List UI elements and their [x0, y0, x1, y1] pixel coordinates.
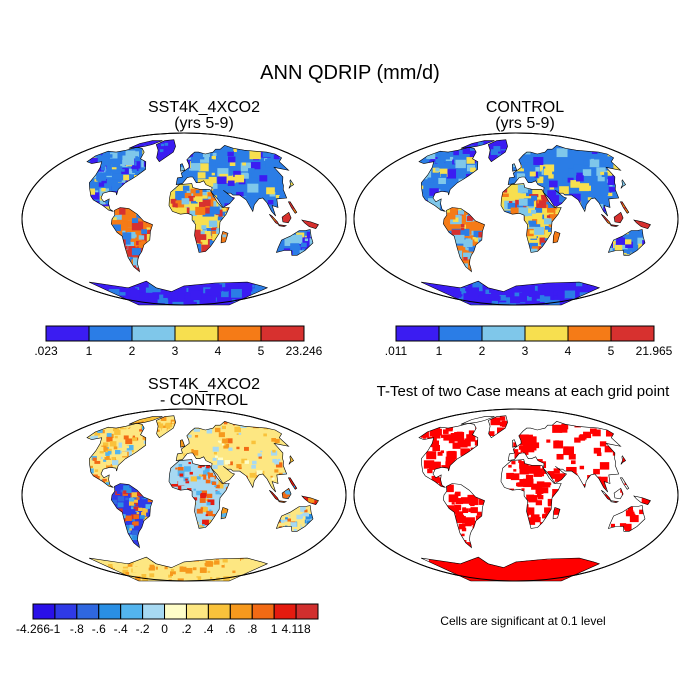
map-ocean-outline [353, 132, 679, 306]
colorbar-label: -1 [50, 622, 61, 636]
colorbar-swatch [120, 603, 144, 620]
colorbar-label: 1 [271, 622, 278, 636]
colorbar-label: 23.246 [286, 344, 323, 358]
colorbar-case: .023 1 2 3 4 5 23.246 [34, 325, 323, 358]
landmass-gl [156, 415, 176, 438]
colorbar-swatch [610, 325, 655, 342]
colorbar-label: 3 [522, 344, 529, 358]
map-ocean-outline [21, 132, 347, 306]
colorbar-swatch [207, 603, 231, 620]
colorbar-label: 2 [129, 344, 136, 358]
colorbar-swatch [131, 325, 176, 342]
colorbar-diff: -4.266 -1 -.8 -.6 -.4 -.2 0 .2 .4 .6 .8 1 4.118 [16, 603, 319, 636]
colorbar-swatch [273, 603, 297, 620]
map-ocean-outline [21, 408, 347, 582]
map-ocean-outline [21, 408, 347, 582]
colorbar-swatch [260, 325, 305, 342]
colorbar-control: .011 1 2 3 4 5 21.965 [385, 325, 673, 358]
colorbar-swatch [32, 603, 56, 620]
map-ocean-outline [353, 408, 679, 582]
colorbar-swatch [438, 325, 483, 342]
map-case [21, 132, 347, 306]
colorbar-swatch [251, 603, 275, 620]
panel-title-control-line1: CONTROL [485, 99, 565, 116]
map-ocean-outline [353, 132, 679, 306]
colorbar-label: -4.266 [16, 622, 50, 636]
colorbar-swatch [164, 603, 187, 620]
colorbar-label: .6 [225, 622, 235, 636]
colorbar-swatch [481, 325, 526, 342]
colorbar-label: 4.118 [282, 622, 311, 636]
panel-title-control-line2: (yrs 5-9) [495, 115, 555, 132]
colorbar-label: 5 [608, 344, 615, 358]
panel-title-ttest: T-Test of two Case means at each grid po… [376, 383, 670, 400]
colorbar-label: 3 [172, 344, 179, 358]
colorbar-label: .4 [203, 622, 213, 636]
panel-title-case-line2: (yrs 5-9) [174, 115, 234, 132]
colorbar-swatch [98, 603, 122, 620]
landmass-au [608, 505, 645, 532]
colorbar-label: .023 [34, 344, 58, 358]
colorbar-swatch [88, 325, 133, 342]
map-ocean-outline [21, 132, 347, 306]
colorbar-swatch [174, 325, 219, 342]
panel-title-diff-line2: - CONTROL [160, 392, 248, 409]
colorbar-swatch [76, 603, 100, 620]
colorbar-label: -.4 [114, 622, 128, 636]
significance-note: Cells are significant at 0.1 level [440, 614, 606, 628]
colorbar-label: -.2 [136, 622, 150, 636]
panel-title-diff: SST4K_4XCO2 - CONTROL [44, 377, 364, 409]
colorbar-label: -.8 [70, 622, 84, 636]
colorbar-swatch [229, 603, 253, 620]
colorbar-swatch [217, 325, 262, 342]
map-ttest [353, 408, 679, 582]
colorbar-label: 4 [565, 344, 572, 358]
colorbar-swatch [395, 325, 440, 342]
colorbar-swatch [567, 325, 612, 342]
panel-title-control: CONTROL (yrs 5-9) [365, 100, 685, 132]
colorbar-swatch [185, 603, 209, 620]
colorbar-label: 5 [258, 344, 265, 358]
panel-title-case-line1: SST4K_4XCO2 [147, 99, 261, 116]
colorbar-label: -.6 [92, 622, 106, 636]
map-diff [21, 408, 347, 582]
map-ocean-outline [353, 408, 679, 582]
colorbar-label: 1 [86, 344, 93, 358]
colorbar-swatch [54, 603, 78, 620]
map-control [353, 132, 679, 306]
colorbar-label: 2 [479, 344, 486, 358]
colorbar-swatch [295, 603, 319, 620]
colorbar-label: .8 [247, 622, 257, 636]
landmass-af [169, 459, 230, 529]
colorbar-swatch [142, 603, 166, 620]
colorbar-swatch [45, 325, 90, 342]
colorbar-label: 4 [215, 344, 222, 358]
panel-title-case: SST4K_4XCO2 (yrs 5-9) [44, 100, 364, 132]
colorbar-label: 1 [436, 344, 443, 358]
colorbar-swatch [524, 325, 569, 342]
colorbar-label: .011 [385, 344, 408, 358]
colorbar-label: 0 [161, 622, 168, 636]
colorbar-label: 21.965 [636, 344, 673, 358]
figure-title: ANN QDRIP (mm/d) [260, 62, 440, 84]
panel-title-diff-line1: SST4K_4XCO2 [147, 376, 261, 393]
colorbar-label: .2 [181, 622, 191, 636]
